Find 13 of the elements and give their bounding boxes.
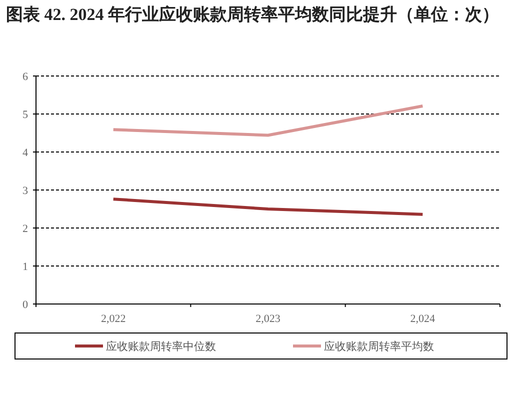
legend-label: 应收账款周转率平均数 [324, 340, 434, 353]
x-tick-label: 2,023 [256, 313, 281, 325]
y-tick-label: 1 [22, 261, 28, 273]
y-tick-label: 5 [22, 109, 28, 121]
y-tick-label: 2 [22, 223, 28, 235]
y-tick-label: 4 [22, 147, 28, 159]
legend-label: 应收账款周转率中位数 [106, 340, 216, 353]
y-tick-label: 6 [22, 71, 28, 83]
y-tick-label: 0 [22, 299, 28, 311]
x-tick-label: 2,024 [410, 313, 436, 325]
x-tick-label: 2,022 [100, 313, 126, 325]
title: 图表 42. 2024 年行业应收账款周转率平均数同比提升（单位：次） [6, 5, 499, 24]
y-tick-label: 3 [22, 185, 28, 197]
